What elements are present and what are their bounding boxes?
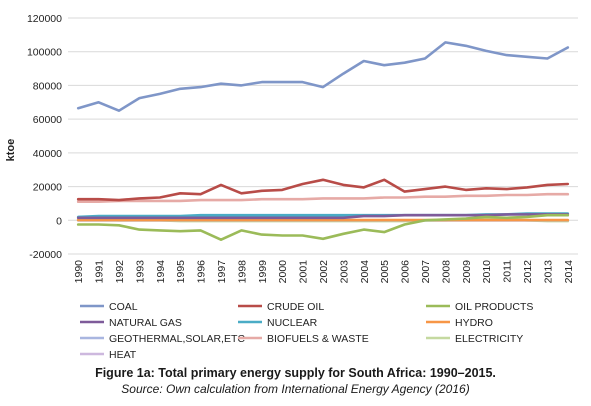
y-tick-label: 100000: [27, 47, 62, 59]
y-tick-label: 60000: [33, 114, 62, 126]
y-tick-label: 40000: [33, 148, 62, 160]
y-tick-label: 0: [56, 215, 62, 227]
legend-label-nuclear: NUCLEAR: [267, 317, 318, 329]
x-tick-label: 1990: [73, 260, 85, 284]
x-tick-label: 2001: [298, 260, 310, 284]
legend-label-crude-oil: CRUDE OIL: [267, 301, 324, 313]
x-tick-label: 1992: [114, 260, 126, 284]
x-tick-label: 2010: [481, 260, 493, 284]
figure-source: Source: Own calculation from Internation…: [121, 382, 470, 396]
x-tick-label: 2004: [359, 260, 371, 284]
x-tick-label: 2005: [379, 260, 391, 284]
legend-label-oil-products: OIL PRODUCTS: [455, 301, 533, 313]
x-tick-label: 2000: [277, 260, 289, 284]
x-tick-label: 2002: [318, 260, 330, 284]
series-line-biofuels-waste: [76, 192, 570, 203]
x-tick-label: 2011: [502, 260, 514, 283]
x-tick-label: 2008: [440, 260, 452, 284]
y-tick-label: 80000: [33, 80, 62, 92]
x-tick-label: 2007: [420, 260, 432, 284]
x-tick-label: 1998: [236, 260, 248, 284]
x-axis-ticks: 1990 1991 1992 1993 1994 1995 1996 1997 1998 1999…: [73, 260, 575, 284]
y-axis-label: ktoe: [5, 139, 17, 162]
legend-label-hydro: HYDRO: [455, 317, 493, 329]
series-line-oil-products: [76, 213, 570, 241]
series-line-crude-oil: [76, 178, 570, 202]
figure-caption: Figure 1a: Total primary energy supply f…: [95, 366, 496, 380]
legend-label-natural-gas: NATURAL GAS: [109, 317, 182, 329]
x-tick-label: 2009: [461, 260, 473, 284]
x-tick-label: 2014: [563, 260, 575, 284]
y-tick-label: 120000: [27, 13, 62, 25]
legend-label-heat: HEAT: [109, 349, 137, 361]
x-tick-label: 2013: [542, 260, 554, 284]
legend: COAL CRUDE OIL OIL PRODUCTS NATURAL GAS NUCL…: [80, 301, 533, 361]
y-tick-label: 20000: [33, 182, 62, 194]
series-line-natural-gas: [76, 213, 570, 220]
x-tick-label: 1999: [257, 260, 269, 284]
legend-label-geothermal-solar-etc: GEOTHERMAL,SOLAR,ETC: [109, 333, 245, 345]
legend-label-coal: COAL: [109, 301, 138, 313]
x-tick-label: 1991: [94, 260, 106, 284]
x-tick-label: 2003: [338, 260, 350, 284]
x-tick-label: 1997: [216, 260, 228, 284]
x-tick-label: 1996: [196, 260, 208, 284]
x-tick-label: 1994: [155, 260, 167, 284]
series-line-coal: [76, 41, 570, 112]
x-tick-label: 1995: [175, 260, 187, 284]
legend-label-electricity: ELECTRICITY: [455, 333, 523, 345]
y-tick-label: -20000: [29, 249, 62, 261]
series-lines: [76, 41, 570, 241]
x-tick-label: 1993: [134, 260, 146, 284]
legend-label-biofuels-waste: BIOFUELS & WASTE: [267, 333, 369, 345]
y-axis-ticks: -20000 0 20000 40000 60000 80000 100000 120000: [27, 13, 62, 261]
x-tick-label: 2012: [522, 260, 534, 284]
x-tick-label: 2006: [400, 260, 412, 284]
